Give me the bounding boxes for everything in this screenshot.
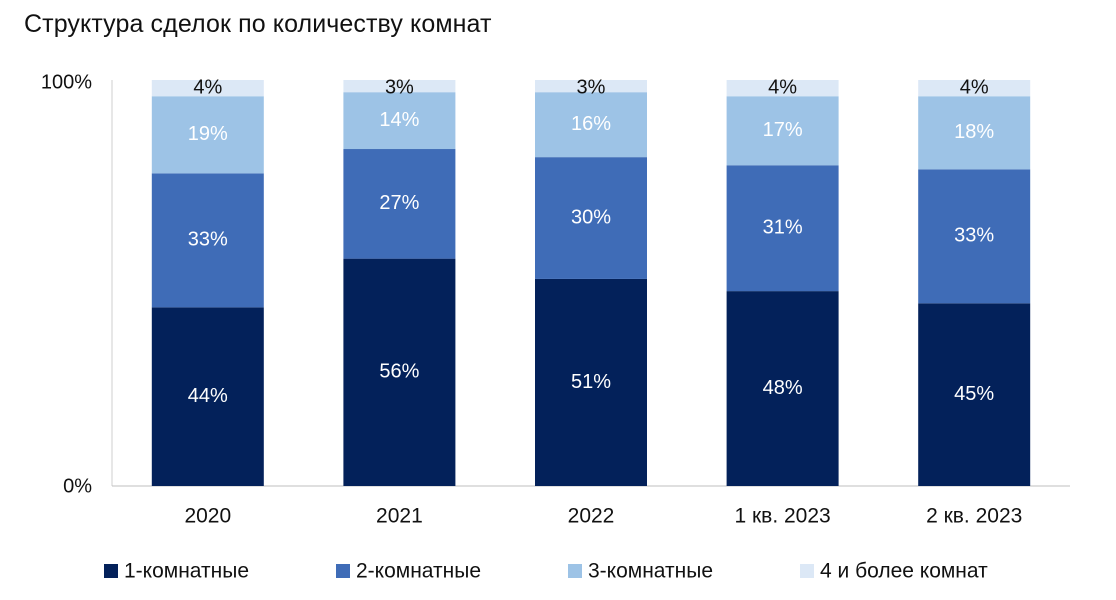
legend-swatch	[336, 564, 350, 578]
bar-segment	[535, 157, 647, 279]
legend-label: 3-комнатные	[588, 560, 713, 583]
legend-swatch	[104, 564, 118, 578]
data-label: 45%	[954, 383, 994, 405]
legend-swatch	[568, 564, 582, 578]
data-label: 4%	[193, 76, 222, 98]
legend-swatch	[800, 564, 814, 578]
chart-title: Структура сделок по количеству комнат	[24, 10, 492, 38]
bar-segment	[343, 92, 456, 150]
bar-segment	[726, 165, 839, 292]
legend-label: 2-комнатные	[356, 560, 481, 583]
category-labels: 2020 2021 2022 1 кв. 2023 2 кв. 2023	[184, 505, 1022, 528]
x-category-label: 2022	[568, 505, 615, 528]
data-label: 19%	[188, 123, 228, 145]
data-label: 51%	[571, 371, 611, 393]
x-category-label: 2021	[376, 505, 423, 528]
data-label: 4%	[768, 76, 797, 98]
bar-segment	[343, 149, 456, 259]
bar-segment	[151, 80, 264, 97]
data-label: 31%	[763, 216, 803, 238]
data-label: 17%	[763, 119, 803, 141]
bar-segment	[918, 80, 1031, 97]
data-label: 3%	[577, 76, 606, 98]
y-tick-label: 0%	[63, 475, 92, 497]
legend: 1-комнатные 2-комнатные 3-комнатные 4 и бол…	[104, 560, 988, 583]
data-label: 44%	[188, 385, 228, 407]
x-category-label: 2 кв. 2023	[926, 505, 1022, 528]
bar-segment	[726, 80, 839, 97]
bar-segment	[918, 169, 1031, 304]
bar-segment	[535, 80, 647, 93]
bar-segment	[151, 96, 264, 174]
data-label: 3%	[385, 76, 414, 98]
data-label: 16%	[571, 113, 611, 135]
x-category-label: 2020	[184, 505, 231, 528]
data-label: 27%	[379, 192, 419, 214]
bar-segment	[535, 92, 647, 158]
legend-label: 1-комнатные	[124, 560, 249, 583]
bar-segment	[535, 278, 647, 486]
bar-segment	[151, 173, 264, 308]
bar-segment	[918, 96, 1031, 170]
data-label: 33%	[188, 229, 228, 251]
bar-segment	[151, 307, 264, 486]
bar-segment	[726, 291, 839, 486]
data-label: 48%	[763, 377, 803, 399]
bar-segment	[918, 303, 1031, 486]
data-label: 33%	[954, 225, 994, 247]
data-label: 56%	[379, 361, 419, 383]
bar-segment	[343, 258, 456, 486]
x-category-label: 1 кв. 2023	[734, 505, 830, 528]
bar-segment	[343, 80, 456, 93]
data-label: 14%	[379, 109, 419, 131]
data-label: 18%	[954, 121, 994, 143]
y-tick-label: 100%	[41, 71, 92, 93]
data-label-layer: 44% 33% 19% 4% 56% 27% 14% 3% 51% 30% 16% 3% 48% 31% 1…	[188, 76, 995, 407]
bar-layer	[151, 80, 1031, 486]
legend-label: 4 и более комнат	[820, 560, 988, 583]
data-label: 30%	[571, 206, 611, 228]
bar-segment	[726, 96, 839, 166]
data-label: 4%	[960, 76, 989, 98]
